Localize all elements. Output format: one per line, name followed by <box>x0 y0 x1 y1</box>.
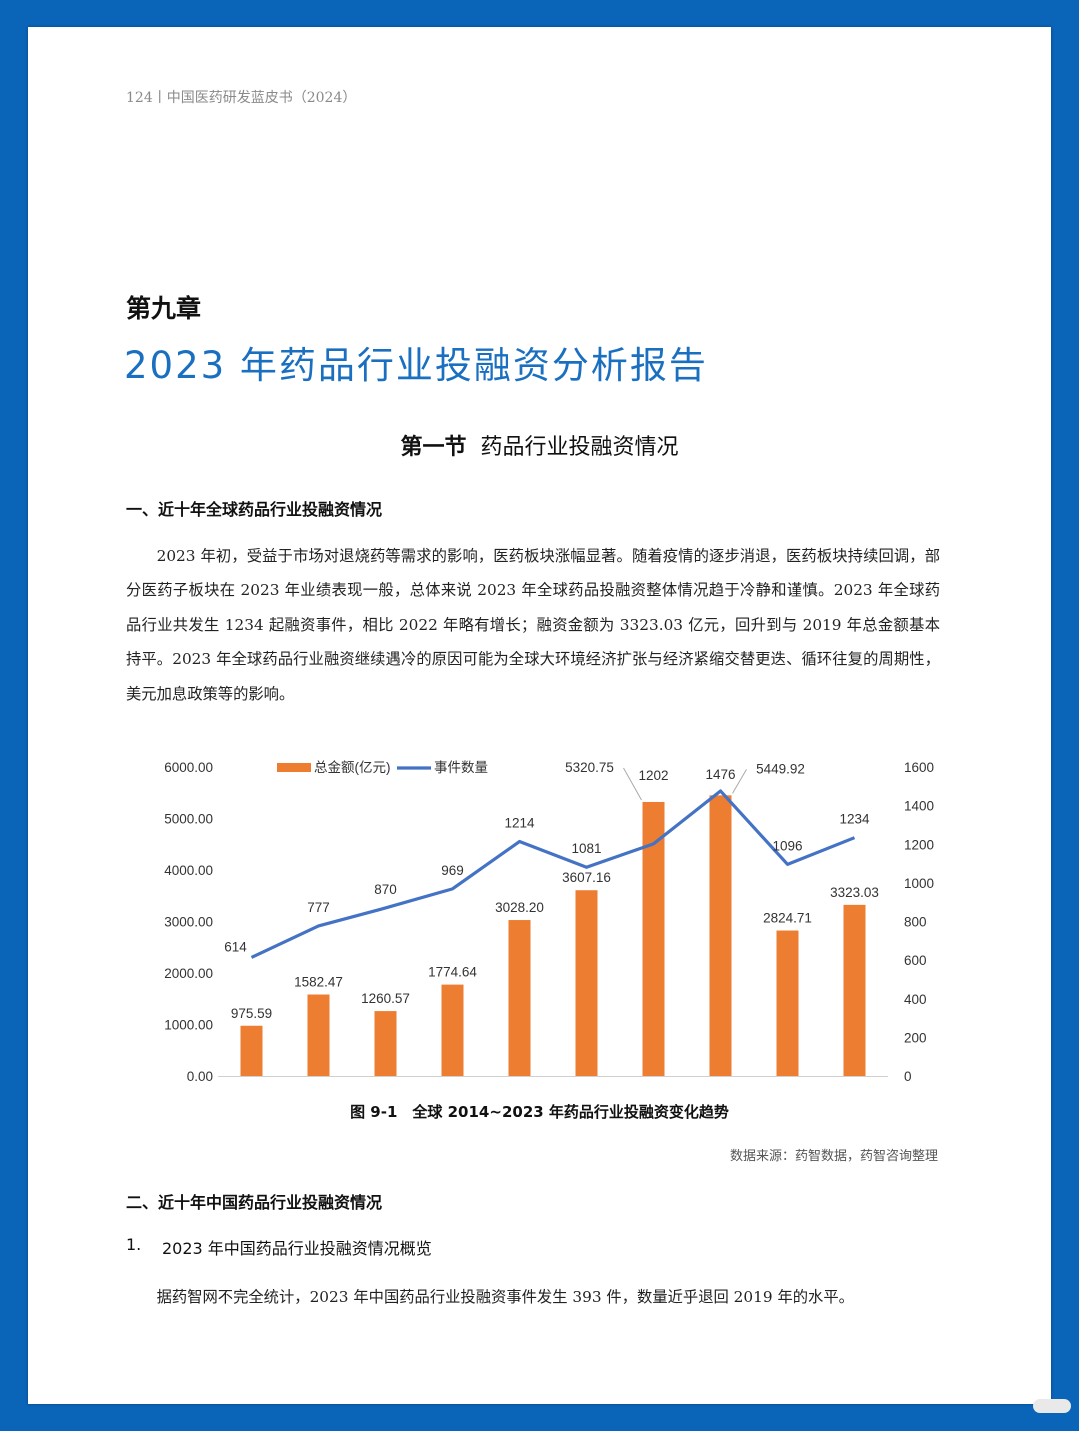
bar-value-label: 1582.47 <box>294 975 343 990</box>
bar-data-labels: 975.59 1582.47 1260.57 1774.64 3028.20 3607.1… <box>231 760 879 1021</box>
line-value-label: 1214 <box>504 816 535 831</box>
bar-value-label: 3607.16 <box>562 870 611 885</box>
running-header: 124丨中国医药研发蓝皮书（2024） <box>126 90 357 106</box>
chapter-label: 第九章 <box>126 294 202 323</box>
left-axis-tick-label: 0.00 <box>187 1069 213 1084</box>
line-value-label: 1096 <box>772 838 802 853</box>
right-axis-tick-label: 1600 <box>904 760 934 775</box>
subsection-heading-global: 一、近十年全球药品行业投融资情况 <box>126 500 383 519</box>
right-axis-tick-label: 1200 <box>904 837 934 852</box>
figure-caption: 图 9-1 全球 2014~2023 年药品行业投融资变化趋势 <box>350 1103 729 1121</box>
line-value-label: 777 <box>307 900 330 915</box>
right-axis-tick-label: 1000 <box>904 876 934 891</box>
line-value-label: 870 <box>374 882 397 897</box>
line-value-label: 1234 <box>839 812 870 827</box>
left-axis-tick-label: 5000.00 <box>164 812 213 827</box>
bar-2023年 <box>843 904 866 1076</box>
bar-value-label: 3323.03 <box>830 885 879 900</box>
bar-value-label: 3028.20 <box>495 900 544 915</box>
bar-value-label: 1774.64 <box>428 965 477 980</box>
legend-bar-swatch <box>277 763 311 772</box>
bar-series <box>240 795 866 1076</box>
section-heading: 第一节 药品行业投融资情况 <box>28 429 1051 461</box>
bar-2016年 <box>374 1011 397 1076</box>
bar-value-label: 5449.92 <box>756 761 805 776</box>
chart-legend: 总金额(亿元) 事件数量 <box>277 760 488 775</box>
event-count-line <box>250 789 856 959</box>
bar-value-label: 1260.57 <box>361 991 410 1006</box>
chapter-title: 2023 年药品行业投融资分析报告 <box>124 344 708 387</box>
investment-trend-chart: 0.00 1000.00 2000.00 3000.00 4000.00 5000.00 6… <box>164 760 934 1084</box>
left-axis-tick-label: 4000.00 <box>164 863 213 878</box>
right-axis-tick-label: 600 <box>904 953 927 968</box>
bar-2022年 <box>776 930 799 1076</box>
left-axis-tick-label: 2000.00 <box>164 966 213 981</box>
label-leader-line <box>732 769 747 794</box>
left-axis-tick-label: 1000.00 <box>164 1018 213 1033</box>
figure-source: 数据来源：药智数据，药智咨询整理 <box>729 1149 938 1164</box>
right-axis-tick-label: 0 <box>904 1069 912 1084</box>
section-title: 药品行业投融资情况 <box>480 435 679 460</box>
body-paragraph-1: 2023 年初，受益于市场对退烧药等需求的影响，医药板块涨幅显著。随着疫情的逐步… <box>126 547 940 703</box>
left-axis-tick-label: 6000.00 <box>164 760 213 775</box>
body-paragraph-2: 据药智网不完全统计，2023 年中国药品行业投融资事件发生 393 件，数量近乎… <box>156 1288 854 1306</box>
label-leader-line <box>623 767 642 801</box>
bar-2015年 <box>307 994 330 1076</box>
list-item-title: 2023 年中国药品行业投融资情况概览 <box>162 1239 432 1258</box>
bar-2020年 <box>642 801 665 1076</box>
line-data-labels: 614 777 870 969 1214 1081 1202 1476 1096 1234 <box>224 767 870 954</box>
section-number: 第一节 <box>400 434 467 460</box>
line-value-label: 1081 <box>571 841 601 856</box>
right-axis-tick-label: 1400 <box>904 799 934 814</box>
subsection-heading-china: 二、近十年中国药品行业投融资情况 <box>126 1193 383 1212</box>
legend-bar-label: 总金额(亿元) <box>314 760 391 775</box>
right-axis-tick-label: 400 <box>904 992 927 1007</box>
bar-2021年 <box>709 795 732 1076</box>
label-leader-lines <box>623 767 747 801</box>
line-value-label: 614 <box>224 939 247 954</box>
legend-line-label: 事件数量 <box>434 760 488 775</box>
bar-value-label: 5320.75 <box>565 760 614 775</box>
list-item-number: 1. <box>126 1235 142 1254</box>
bar-2014年 <box>240 1025 263 1076</box>
line-value-label: 1202 <box>638 768 668 783</box>
watermark-badge <box>1033 1399 1071 1413</box>
bar-2018年 <box>508 920 531 1076</box>
left-axis-tick-label: 3000.00 <box>164 915 213 930</box>
line-series <box>250 789 856 959</box>
left-axis: 0.00 1000.00 2000.00 3000.00 4000.00 5000.00 6… <box>164 760 213 1084</box>
line-value-label: 1476 <box>705 767 735 782</box>
right-axis-tick-label: 800 <box>904 915 927 930</box>
line-value-label: 969 <box>441 863 464 878</box>
right-axis-tick-label: 200 <box>904 1030 927 1045</box>
document-page: 124丨中国医药研发蓝皮书（2024） 第九章 2023 年药品行业投融资分析报… <box>28 27 1071 1413</box>
bar-2017年 <box>441 984 464 1076</box>
bar-2019年 <box>575 890 598 1076</box>
right-axis: 0 200 400 600 800 1000 1200 1400 1600 <box>904 760 934 1084</box>
bar-value-label: 975.59 <box>231 1006 272 1021</box>
bar-value-label: 2824.71 <box>763 911 812 926</box>
